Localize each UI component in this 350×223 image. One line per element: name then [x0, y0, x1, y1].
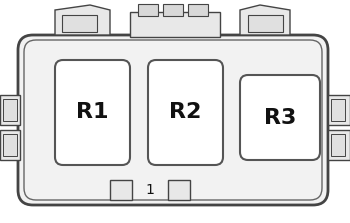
Bar: [0, 130, 20, 160]
Bar: [168, 180, 190, 200]
Bar: [3, 134, 17, 156]
Bar: [3, 99, 17, 121]
Bar: [163, 4, 183, 16]
Bar: [328, 130, 350, 160]
FancyBboxPatch shape: [18, 35, 328, 205]
Polygon shape: [55, 5, 110, 35]
Bar: [331, 134, 345, 156]
Text: R2: R2: [169, 103, 202, 122]
Bar: [188, 4, 208, 16]
Text: 1: 1: [146, 183, 154, 197]
Bar: [331, 99, 345, 121]
Bar: [138, 4, 158, 16]
Bar: [248, 15, 283, 32]
Text: R1: R1: [76, 103, 109, 122]
FancyBboxPatch shape: [148, 60, 223, 165]
Bar: [110, 180, 132, 200]
Bar: [130, 12, 220, 37]
Polygon shape: [240, 5, 290, 35]
Text: R3: R3: [264, 107, 296, 128]
Bar: [0, 95, 20, 125]
FancyBboxPatch shape: [240, 75, 320, 160]
FancyBboxPatch shape: [55, 60, 130, 165]
Bar: [328, 95, 350, 125]
Bar: [62, 15, 97, 32]
